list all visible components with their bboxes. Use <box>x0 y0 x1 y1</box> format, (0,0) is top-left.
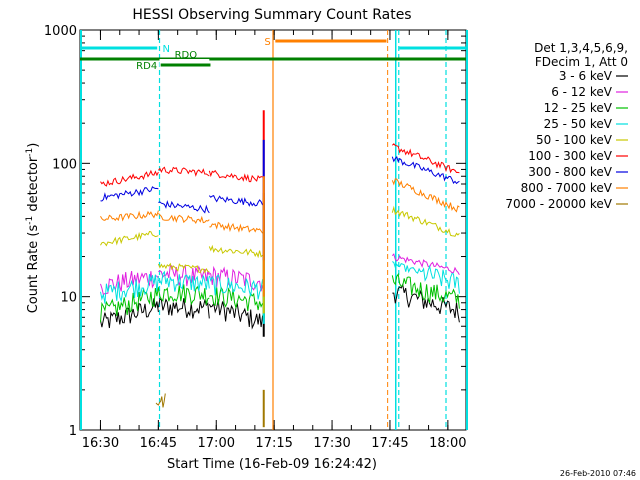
rd4-gap <box>159 59 210 67</box>
x-tick-label: 17:45 <box>371 436 408 451</box>
legend-header-1: Det 1,3,4,5,6,9, <box>534 41 628 55</box>
series-line <box>391 205 460 237</box>
series-line <box>391 272 460 309</box>
legend: 3 - 6 keV 6 - 12 keV 12 - 25 keV 25 - 50 ke… <box>505 69 628 211</box>
series-line <box>100 286 159 323</box>
series-line <box>392 283 460 323</box>
x-axis-label: Start Time (16-Feb-09 16:24:42) <box>167 457 377 472</box>
saa-label: S <box>264 37 270 48</box>
series-line <box>157 262 210 274</box>
legend-header-2: FDecim 1, Att 0 <box>535 55 628 69</box>
series-line <box>155 393 166 408</box>
y-axis-label-main: Count Rate (s <box>26 225 41 314</box>
series-line <box>157 297 210 319</box>
legend-label: 300 - 800 keV <box>528 165 612 179</box>
series-line <box>100 210 159 222</box>
legend-label: 25 - 50 keV <box>544 117 613 131</box>
x-tick-label: 18:00 <box>429 436 466 451</box>
series-line <box>100 186 159 202</box>
x-tick-label: 17:30 <box>313 436 350 451</box>
series-line <box>208 169 263 183</box>
series-line <box>208 273 264 300</box>
legend-label: 7000 - 20000 keV <box>505 197 612 211</box>
x-tick-label: 16:45 <box>140 436 177 451</box>
legend-label: 800 - 7000 keV <box>521 181 613 195</box>
y-tick-label: 1 <box>69 424 77 439</box>
series-line <box>392 261 460 294</box>
series-line <box>208 244 263 259</box>
series-line <box>158 212 210 225</box>
x-tick-label: 17:15 <box>255 436 292 451</box>
series-line <box>158 199 210 214</box>
footer-date: 26-Feb-2010 07:46 <box>560 469 636 478</box>
series-line <box>100 169 159 187</box>
series-line <box>209 285 264 312</box>
rdo-label: RDO <box>175 50 198 61</box>
series-line <box>209 221 264 234</box>
series-line <box>208 194 264 207</box>
legend-label: 3 - 6 keV <box>559 69 613 83</box>
series-line <box>391 156 460 185</box>
series-line <box>100 298 159 329</box>
y-axis-label-sup2: -1 <box>25 148 35 157</box>
y-axis-label: Count Rate (s-1 detector-1) <box>25 143 41 314</box>
y-axis-label-end: ) <box>26 143 41 148</box>
series-line <box>208 265 264 292</box>
series-line <box>100 274 159 304</box>
y-axis-label-mid: detector <box>26 156 41 216</box>
y-tick-label: 100 <box>52 157 77 172</box>
y-tick-label: 1000 <box>44 24 77 39</box>
series-line <box>391 178 460 213</box>
legend-label: 12 - 25 keV <box>544 101 613 115</box>
y-tick-label: 10 <box>60 291 77 306</box>
legend-label: 50 - 100 keV <box>536 133 613 147</box>
series-line <box>391 143 460 174</box>
series-line <box>391 253 460 276</box>
plot-area: 1 10 100 1000 16:30 16:45 17:00 17:15 17:30 17:45… <box>44 24 468 451</box>
series-line <box>158 270 210 292</box>
legend-label: 100 - 300 keV <box>528 149 612 163</box>
rd4-label: RD4 <box>136 61 157 72</box>
series-line <box>158 265 210 287</box>
x-tick-label: 17:00 <box>198 436 235 451</box>
legend-label: 6 - 12 keV <box>551 85 613 99</box>
series-line <box>158 166 210 177</box>
y-axis-label-sup1: -1 <box>25 216 35 225</box>
series-line <box>100 230 159 247</box>
series-line <box>157 284 210 306</box>
chart-title: HESSI Observing Summary Count Rates <box>132 7 411 23</box>
x-tick-label: 16:30 <box>82 436 119 451</box>
night-label: N <box>163 44 170 55</box>
